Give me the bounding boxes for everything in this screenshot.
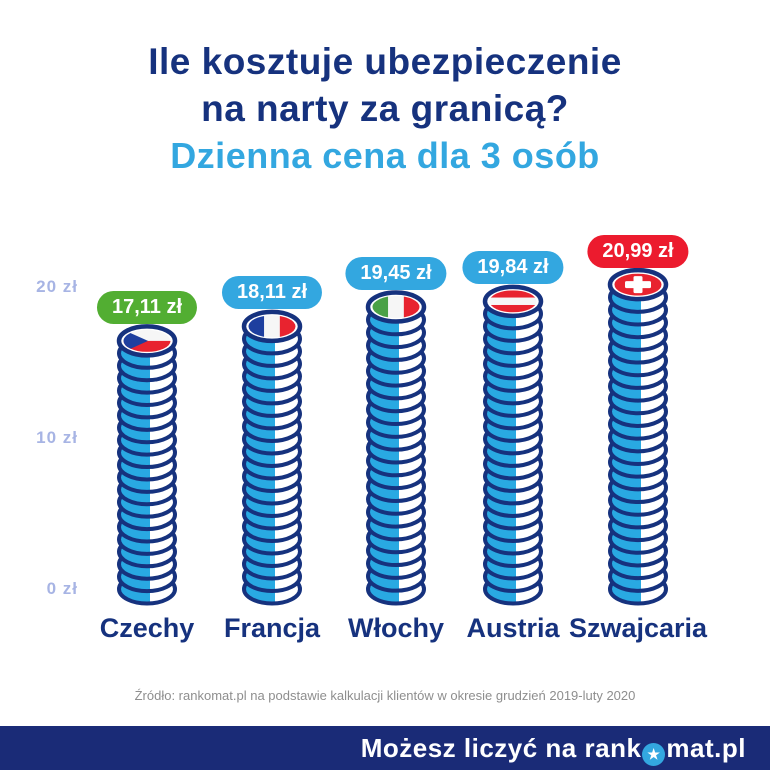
flag-ch-icon: [614, 273, 662, 296]
brand-text-before: Możesz liczyć na rank: [360, 732, 642, 763]
coin-stack-włochy: [365, 290, 427, 606]
coin-stack-czechy: [116, 324, 178, 606]
coin-stack-austria: [482, 284, 544, 606]
source-note: Źródło: rankomat.pl na podstawie kalkula…: [134, 688, 636, 703]
chart-subtitle: Dzienna cena dla 3 osób: [170, 135, 600, 176]
chart-header: Ile kosztuje ubezpieczenie na narty za g…: [0, 38, 770, 179]
flag-at-icon: [489, 290, 537, 313]
brand-text-after: mat.pl: [666, 732, 746, 763]
flag-cz-icon: [123, 329, 171, 352]
title-line-1: Ile kosztuje ubezpieczenie: [148, 41, 622, 82]
flag-it-icon: [372, 295, 420, 318]
coin-stack-francja: [241, 309, 303, 606]
star-icon: ★: [642, 742, 666, 766]
title-line-2: na narty za granicą?: [201, 88, 569, 129]
coin-stack-szwajcaria: [607, 267, 669, 606]
brand-slogan[interactable]: Możesz liczyć na rank ★ mat.pl: [360, 732, 746, 766]
flag-fr-icon: [248, 315, 296, 338]
brand-bar: Możesz liczyć na rank ★ mat.pl: [0, 726, 770, 770]
